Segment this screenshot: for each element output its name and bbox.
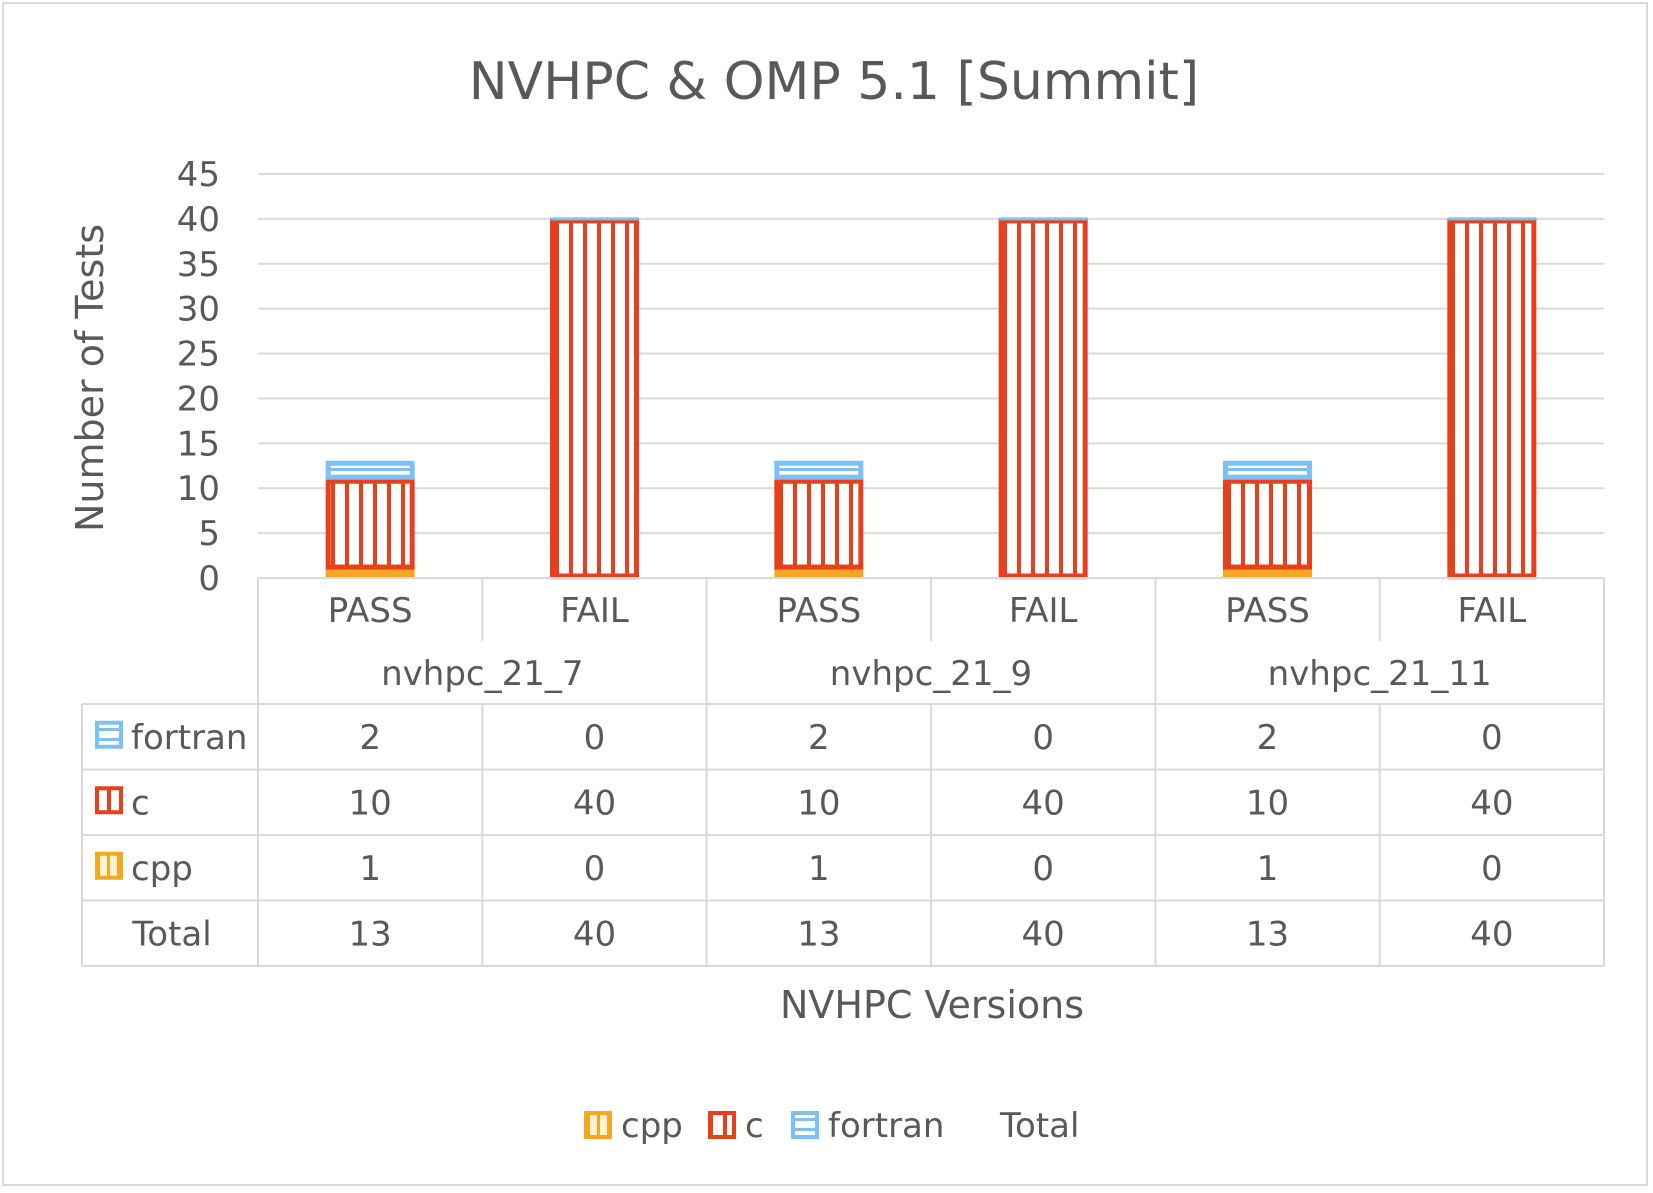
- table-cell: 1: [359, 849, 381, 889]
- table-cell: 40: [573, 783, 616, 823]
- x-axis-label: NVHPC Versions: [780, 983, 1084, 1027]
- y-tick-label: 0: [198, 559, 220, 599]
- y-tick-label: 5: [198, 514, 220, 554]
- table-cell: 1: [1257, 849, 1279, 889]
- table-cell: 0: [1032, 849, 1054, 889]
- y-tick-label: 35: [177, 245, 220, 285]
- x-tick-label: FAIL: [1457, 591, 1526, 631]
- chart-title: NVHPC & OMP 5.1 [Summit]: [469, 52, 1199, 112]
- group-label: nvhpc_21_11: [1268, 654, 1492, 694]
- table-cell: 0: [1481, 849, 1503, 889]
- y-tick-label: 15: [177, 424, 220, 464]
- x-tick-label: FAIL: [560, 591, 629, 631]
- group-label: nvhpc_21_7: [381, 654, 583, 694]
- table-cell: 2: [1257, 718, 1279, 758]
- legend-label: fortran: [828, 1106, 944, 1146]
- y-tick-label: 20: [177, 379, 220, 419]
- table-cell: 2: [808, 718, 830, 758]
- bar-cpp: [774, 568, 864, 579]
- legend-key-c: [708, 1111, 736, 1139]
- table-cell: 1: [808, 849, 830, 889]
- y-axis-label: Number of Tests: [68, 224, 112, 532]
- table-cell: 2: [359, 718, 381, 758]
- bar-c: [774, 478, 864, 570]
- bar-c: [1223, 478, 1312, 570]
- y-tick-label: 40: [177, 200, 220, 240]
- x-tick-label: FAIL: [1009, 591, 1078, 631]
- table-cell: 10: [349, 783, 392, 823]
- x-tick-label: PASS: [328, 591, 413, 631]
- chart: NVHPC & OMP 5.1 [Summit] 051015202530354…: [68, 52, 1605, 1146]
- table-cell: 13: [349, 914, 392, 954]
- table-cell: 0: [1481, 718, 1503, 758]
- table-row-label: cpp: [131, 849, 193, 889]
- table-row-label: c: [131, 783, 150, 823]
- bar-c: [325, 478, 415, 570]
- x-tick-label: PASS: [1225, 591, 1310, 631]
- table-cell: 40: [1470, 783, 1513, 823]
- bar-c: [1447, 218, 1537, 579]
- legend: cpp c fortran Total: [584, 1106, 1079, 1146]
- bar-cpp: [1223, 568, 1312, 579]
- table-cell: 13: [1246, 914, 1289, 954]
- table-cell: 40: [1470, 914, 1513, 954]
- table-legend-key-cpp: [95, 851, 123, 880]
- bars: [325, 217, 1537, 580]
- table-cell: 40: [1022, 783, 1065, 823]
- group-label: nvhpc_21_9: [830, 654, 1032, 694]
- bar-fortran: [1223, 460, 1312, 480]
- bar-c: [998, 218, 1088, 579]
- table-cell: 40: [573, 914, 616, 954]
- y-tick-label: 45: [177, 155, 220, 195]
- bar-c: [550, 218, 639, 579]
- legend-label: c: [745, 1106, 764, 1146]
- table-cell: 0: [584, 718, 606, 758]
- y-tick-label: 30: [177, 290, 220, 330]
- gridlines: [258, 173, 1604, 579]
- x-tick-label: PASS: [776, 591, 861, 631]
- table-row-label: fortran: [131, 718, 247, 758]
- table-cell: 0: [1032, 718, 1054, 758]
- y-tick-label: 25: [177, 335, 220, 375]
- table-cell: 13: [797, 914, 840, 954]
- y-tick-label: 10: [177, 469, 220, 509]
- bar-cpp: [325, 568, 415, 579]
- table-cell: 10: [1246, 783, 1289, 823]
- table-cell: 0: [584, 849, 606, 889]
- table-cell: 10: [797, 783, 840, 823]
- legend-label: cpp: [621, 1106, 683, 1146]
- table-legend-key-fortran: [95, 720, 123, 749]
- legend-key-fortran: [791, 1111, 819, 1139]
- data-table: PASS FAIL PASS FAIL PASS FAIL nvhpc_21_7 nvhpc_…: [81, 577, 1605, 967]
- table-cell: 40: [1022, 914, 1065, 954]
- bar-fortran: [774, 460, 864, 480]
- legend-label: Total: [999, 1106, 1079, 1146]
- table-legend-key-c: [95, 786, 123, 815]
- legend-key-cpp: [584, 1111, 612, 1139]
- bar-fortran: [325, 460, 415, 480]
- table-row-label: Total: [131, 914, 211, 954]
